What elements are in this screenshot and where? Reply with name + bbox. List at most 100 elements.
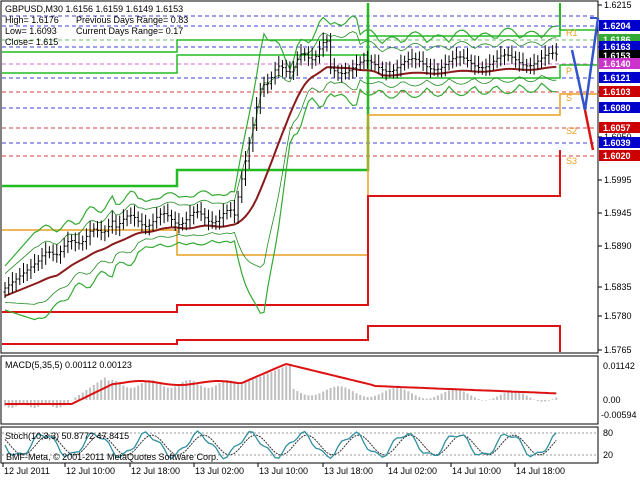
macd-bar xyxy=(203,387,206,400)
forecast-down xyxy=(583,109,595,151)
macd-bar xyxy=(266,373,269,400)
price-tag-label: 1.6153 xyxy=(603,51,631,61)
price-panel[interactable]: R1 P S S2 S3 xyxy=(2,3,600,352)
macd-bar xyxy=(285,366,288,400)
low-label: Low= 1.6093 xyxy=(5,26,57,36)
macd-bar xyxy=(244,382,247,400)
time-axis[interactable]: 12 Jul 2011 12 Jul 10:00 12 Jul 18:00 13 Ju… xyxy=(2,463,565,476)
macd-bar xyxy=(333,386,336,400)
macd-bar xyxy=(507,391,510,400)
macd-bar xyxy=(85,390,88,400)
pivot-step-line xyxy=(2,150,561,313)
macd-bar xyxy=(192,381,195,400)
macd-bar xyxy=(440,393,443,400)
macd-bar xyxy=(499,394,502,400)
macd-bar xyxy=(340,386,343,400)
macd-bar xyxy=(18,400,21,405)
macd-bar xyxy=(281,367,284,400)
macd-bar xyxy=(314,394,317,400)
price-tick-label: 1.5780 xyxy=(604,311,632,321)
macd-bar xyxy=(422,398,425,400)
macd-bar xyxy=(503,392,506,400)
macd-title: MACD(5,35,5) 0.00112 0.00123 xyxy=(5,360,132,370)
macd-bar xyxy=(211,387,214,400)
macd-bar xyxy=(177,384,180,400)
price-tag: 1.6204 xyxy=(599,20,640,31)
macd-bar xyxy=(48,400,51,405)
price-tick-label: 1.5835 xyxy=(604,282,632,292)
step-lines xyxy=(2,3,597,352)
macd-bar xyxy=(473,397,476,400)
macd-bar xyxy=(385,390,388,400)
macd-bar xyxy=(462,391,465,400)
price-tag: 1.6153 xyxy=(599,50,640,61)
macd-bar xyxy=(377,394,380,400)
time-tick-label: 14 Jul 02:00 xyxy=(388,466,437,476)
macd-bar xyxy=(533,399,536,401)
macd-bar xyxy=(307,395,310,400)
macd-bar xyxy=(129,387,132,400)
macd-bar xyxy=(399,388,402,400)
price-tag: 1.6039 xyxy=(599,137,640,148)
macd-bar xyxy=(470,395,473,400)
stoch-tick-20: 20 xyxy=(603,450,613,460)
macd-bar xyxy=(248,381,251,400)
macd-bar xyxy=(270,372,273,400)
time-tick-label: 12 Jul 2011 xyxy=(4,466,50,476)
time-tick-label: 12 Jul 10:00 xyxy=(66,466,115,476)
macd-bar xyxy=(74,397,77,400)
macd-bar xyxy=(370,396,373,400)
macd-bar xyxy=(26,400,29,406)
time-tick-label: 13 Jul 02:00 xyxy=(195,466,244,476)
macd-bar xyxy=(22,400,25,405)
pivot-label: S3 xyxy=(566,156,577,166)
bb-lower xyxy=(4,82,557,321)
macd-bar xyxy=(555,397,558,400)
macd-bar xyxy=(481,399,484,401)
macd-bar xyxy=(318,393,321,400)
macd-tick-zero: 0.00 xyxy=(603,395,621,405)
price-tick-label: 1.5995 xyxy=(604,175,632,185)
macd-panel[interactable]: MACD(5,35,5) 0.00112 0.00123 0.01142 0.0… xyxy=(4,360,637,420)
macd-bar xyxy=(429,398,432,400)
bollinger-bands xyxy=(4,15,557,321)
price-tag-label: 1.6080 xyxy=(603,103,631,113)
time-tick-label: 14 Jul 18:00 xyxy=(516,466,565,476)
macd-bar xyxy=(214,385,217,400)
macd-bar xyxy=(296,391,299,400)
macd-bar xyxy=(207,387,210,400)
stoch-main-line xyxy=(4,430,557,460)
macd-bar xyxy=(547,400,550,401)
pivot-label: P xyxy=(566,66,572,76)
stoch-tick-80: 80 xyxy=(603,428,613,438)
macd-bar xyxy=(66,400,69,405)
macd-bar xyxy=(325,389,328,400)
macd-bar xyxy=(185,380,188,400)
macd-bar xyxy=(222,381,225,400)
macd-bar xyxy=(163,386,166,400)
macd-bar xyxy=(522,393,524,400)
macd-bar xyxy=(126,387,129,400)
prev-range-label: Previous Days Range= 0.83 xyxy=(76,15,188,25)
macd-bar xyxy=(89,387,92,400)
macd-bar xyxy=(107,380,110,400)
macd-bar xyxy=(311,395,314,400)
macd-bar xyxy=(492,398,495,400)
bb-inner-lower xyxy=(4,74,557,305)
macd-bar xyxy=(540,400,543,402)
pivot-label: S2 xyxy=(566,126,577,136)
macd-bar xyxy=(407,391,410,400)
macd-tick-bottom: -0.00594 xyxy=(601,410,637,420)
stochastic-panel[interactable]: Stoch(10,3,3) 50.8772 47.8415 80 20 xyxy=(2,428,613,460)
price-tag-label: 1.6039 xyxy=(603,138,631,148)
time-tick-label: 14 Jul 10:00 xyxy=(452,466,501,476)
symbol-line: GBPUSD,M30 1.6156 1.6159 1.6149 1.6153 xyxy=(5,4,183,14)
price-tag-label: 1.6163 xyxy=(603,42,631,52)
macd-bar xyxy=(381,392,384,400)
macd-bar xyxy=(488,399,491,401)
price-tag-label: 1.6103 xyxy=(603,87,631,97)
macd-bar xyxy=(240,384,243,400)
macd-bar xyxy=(451,389,454,400)
